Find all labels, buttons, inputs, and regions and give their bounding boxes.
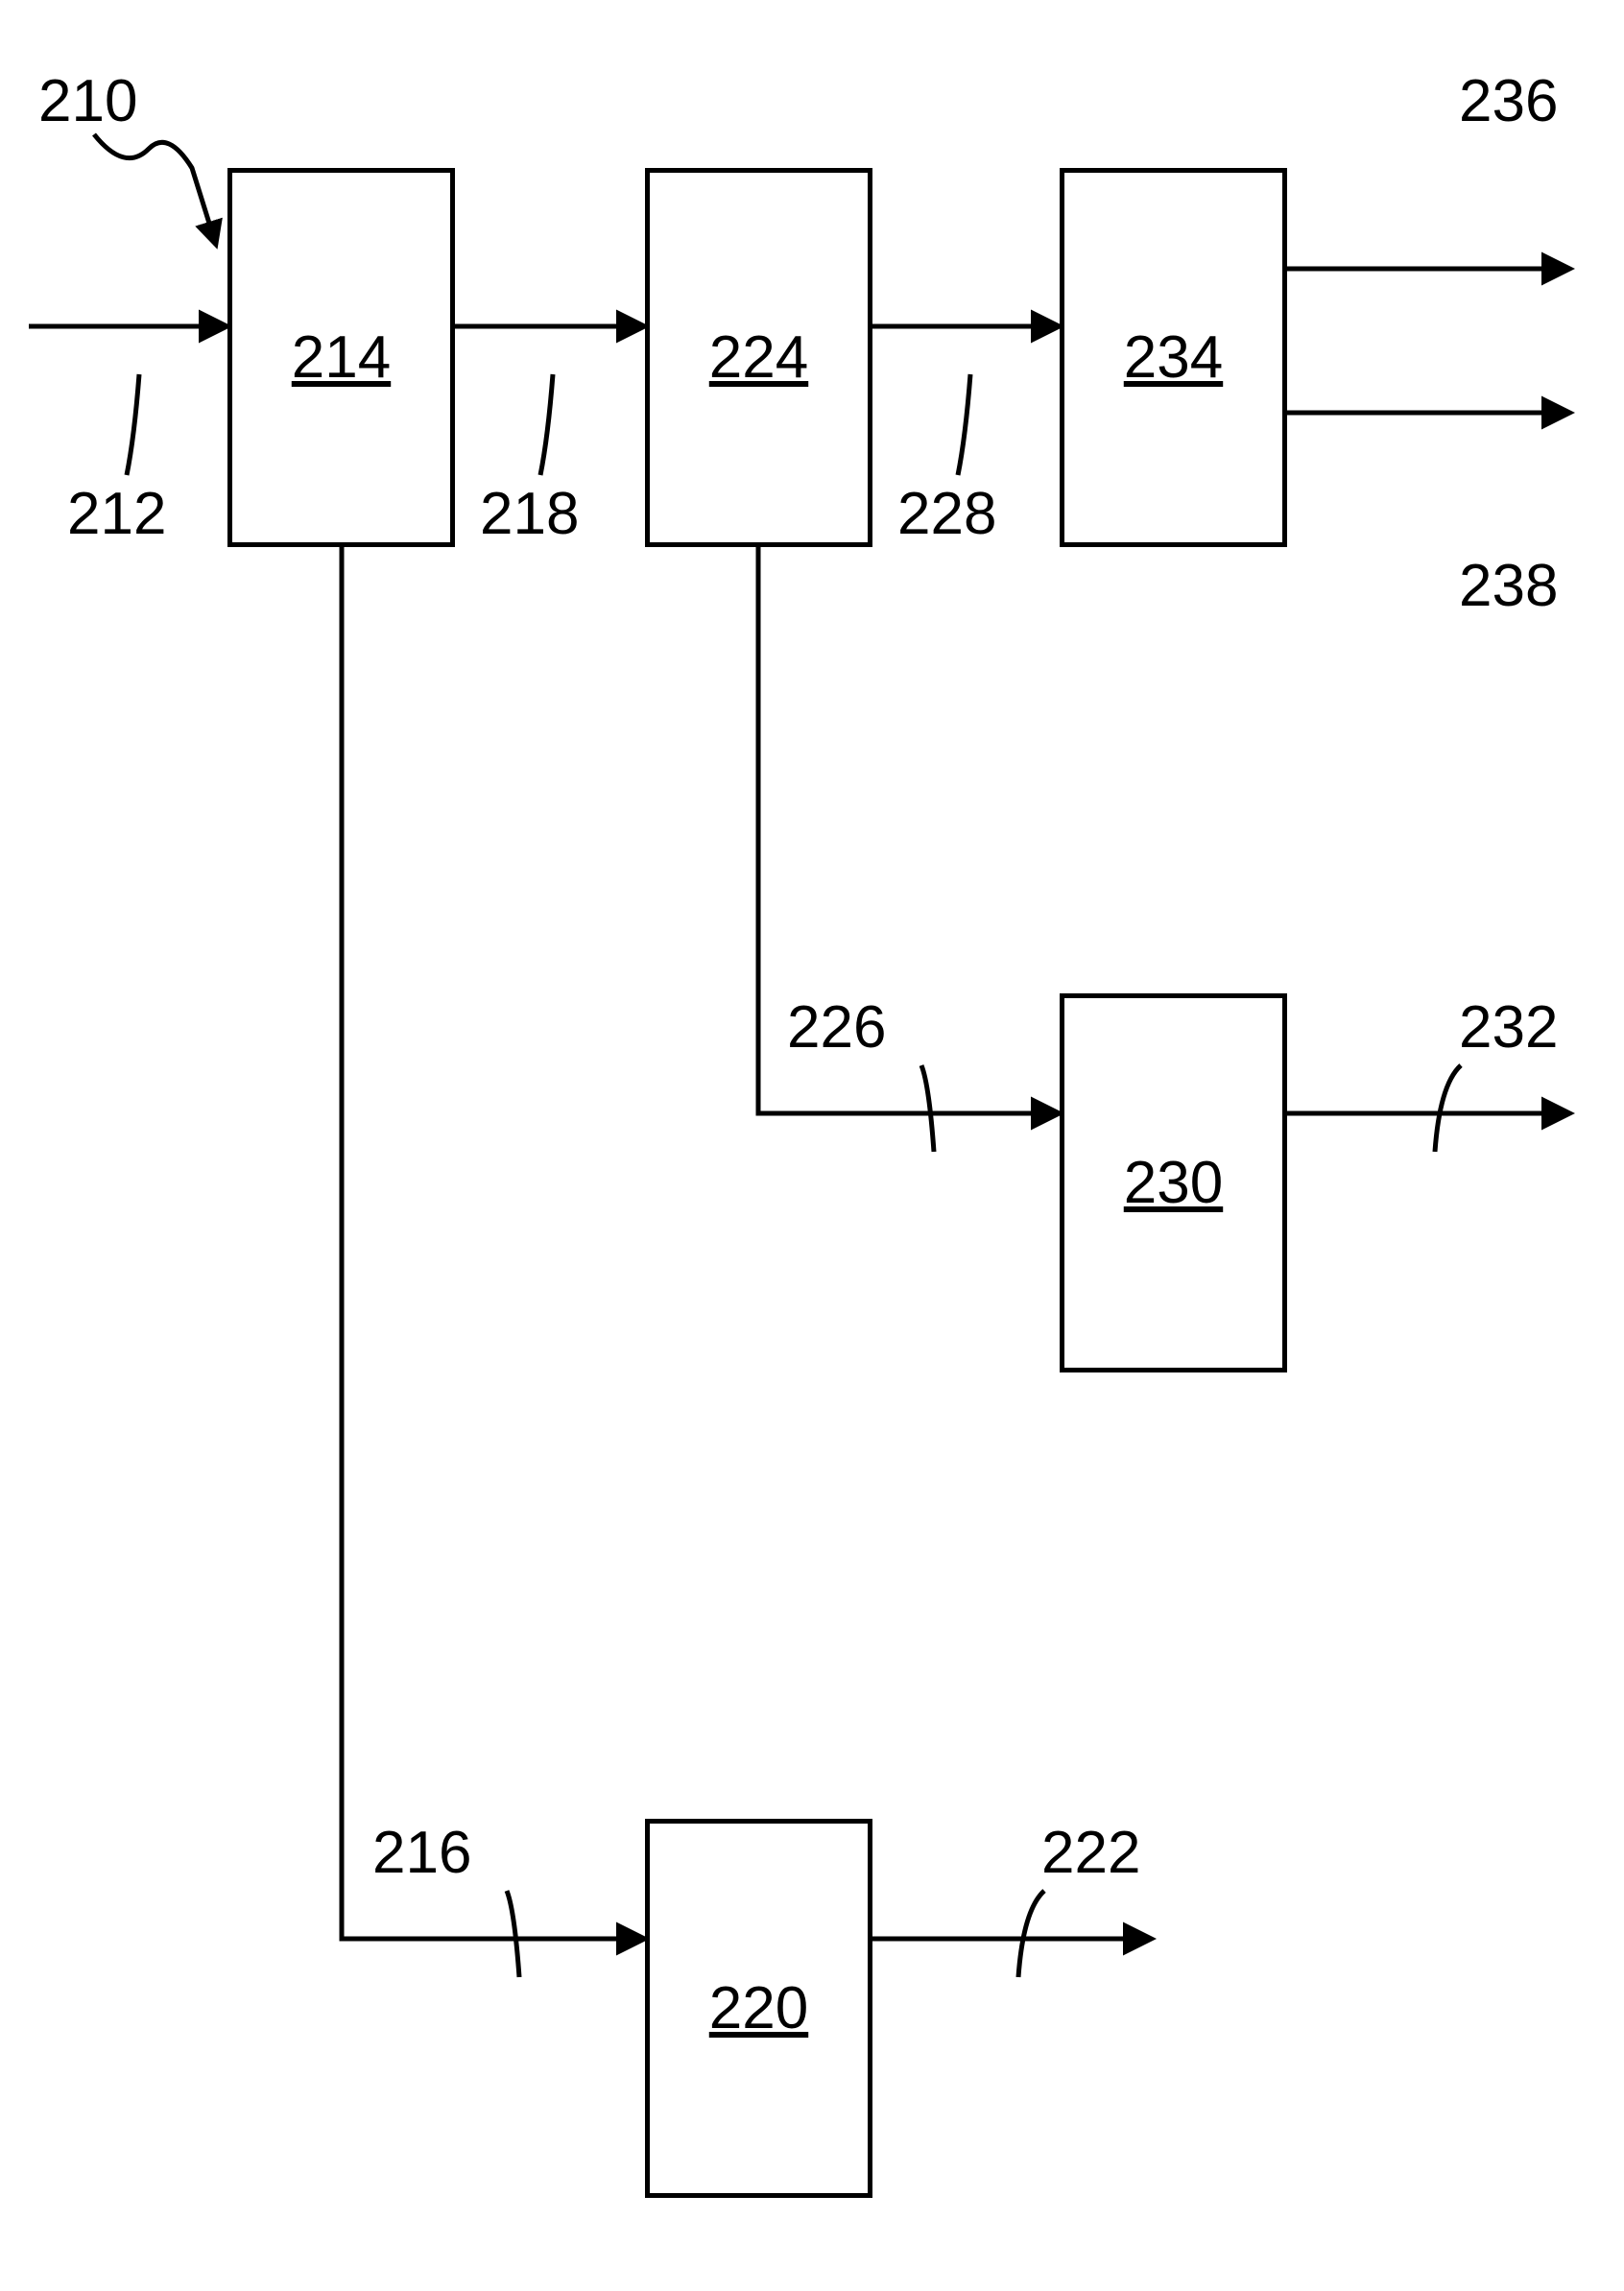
ref-212: 212	[67, 480, 166, 548]
pointer-222	[1018, 1891, 1044, 1977]
pointer-212	[127, 374, 139, 475]
node-label: 220	[709, 1974, 808, 2042]
node-224: 224	[645, 168, 872, 547]
pointer-218	[540, 374, 553, 475]
ref-216: 216	[372, 1819, 471, 1887]
node-label: 234	[1124, 323, 1223, 392]
pointer-210	[94, 134, 216, 245]
ref-222: 222	[1041, 1819, 1140, 1887]
node-220: 220	[645, 1819, 872, 2198]
arrow-216	[342, 547, 645, 1939]
flowchart-diagram: 214 224 234 230 220 210 212 218 228 236 …	[0, 0, 1624, 2291]
node-214: 214	[227, 168, 455, 547]
node-230: 230	[1060, 993, 1287, 1372]
node-label: 224	[709, 323, 808, 392]
ref-238: 238	[1459, 552, 1558, 620]
pointer-228	[958, 374, 970, 475]
ref-228: 228	[897, 480, 996, 548]
node-label: 230	[1124, 1149, 1223, 1217]
pointer-226	[921, 1065, 934, 1152]
node-label: 214	[292, 323, 391, 392]
ref-210: 210	[38, 67, 137, 135]
ref-218: 218	[480, 480, 579, 548]
pointer-216	[507, 1891, 519, 1977]
ref-232: 232	[1459, 993, 1558, 1062]
pointer-232	[1435, 1065, 1461, 1152]
ref-236: 236	[1459, 67, 1558, 135]
ref-226: 226	[787, 993, 886, 1062]
node-234: 234	[1060, 168, 1287, 547]
